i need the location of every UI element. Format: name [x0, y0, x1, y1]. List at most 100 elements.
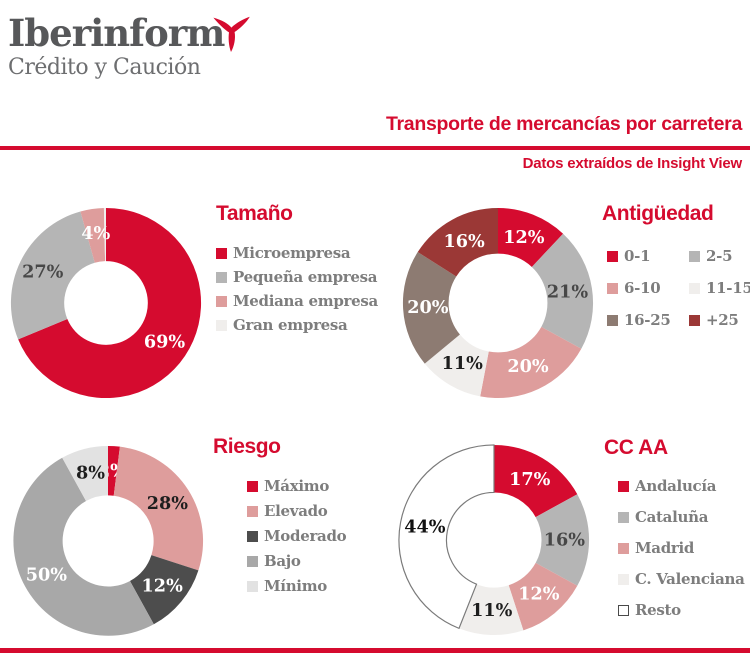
brand-subname: Crédito y Caución	[8, 54, 201, 80]
cc-aa-slice-andalucia	[494, 444, 578, 518]
tamano-slice-microempresa	[18, 207, 202, 399]
riesgo-slice-bajo	[13, 457, 154, 636]
riesgo-legend-item-bajo: Bajo	[247, 552, 346, 570]
riesgo-value-label-elevado: 28%	[147, 493, 189, 514]
resto-swatch	[618, 604, 629, 616]
25-legend-label: +25	[706, 311, 739, 329]
ccaa-legend: Andalucía Cataluña Madrid C. Valenciana Rest…	[618, 477, 745, 632]
tamano-legend-item-gran-empresa: Gran empresa	[216, 316, 378, 334]
madrid-legend-label: Madrid	[635, 539, 695, 557]
c-valenciana-legend-label: C. Valenciana	[635, 570, 745, 588]
cc-aa-legend-item-andalucia: Andalucía	[618, 477, 745, 495]
0-1-legend-label: 0-1	[624, 247, 651, 265]
antiguedad-slice-16-25	[402, 252, 460, 364]
riesgo-donut-chart: 2% 28% 12% 50% 8%	[10, 443, 206, 639]
page-subtitle: Datos extraídos de Insight View	[522, 155, 743, 172]
c-valenciana-swatch	[618, 573, 629, 585]
antiguedad-legend: 0-1 2-5 6-10 11-15 16-25 +25	[607, 247, 750, 329]
tamano-slice-gran-empresa	[103, 207, 106, 262]
cc-aa-legend-item-c-valenciana: C. Valenciana	[618, 570, 745, 588]
tamano-slice-mediana-empresa	[80, 207, 106, 263]
riesgo-slice-elevado	[113, 446, 204, 571]
cataluna-swatch	[618, 511, 629, 523]
antiguedad-legend-item-16-25: 16-25	[607, 311, 673, 329]
tamano-value-label-pequena-empresa: 27%	[22, 262, 64, 283]
16-25-swatch	[607, 314, 618, 326]
6-10-legend-label: 6-10	[624, 279, 661, 297]
gran-empresa-legend-label: Gran empresa	[233, 316, 348, 334]
riesgo-slice-moderado	[129, 555, 199, 625]
antiguedad-slice-11-15	[424, 334, 489, 397]
2-5-swatch	[689, 250, 700, 262]
tamano-donut-chart: 69% 27% 4%	[8, 205, 204, 401]
riesgo-value-label-moderado: 12%	[142, 575, 184, 596]
riesgo-legend-item-moderado: Moderado	[247, 527, 347, 545]
three-point-star-icon	[213, 16, 250, 52]
maximo-legend-label: Máximo	[264, 477, 330, 495]
cc-aa-value-label-andalucia: 17%	[509, 469, 551, 490]
antiguedad-legend-item-11-15: 11-15	[689, 279, 750, 297]
riesgo-legend-item-minimo: Mínimo	[247, 577, 346, 595]
6-10-swatch	[607, 282, 618, 294]
chart-title-antiguedad: Antigüedad	[602, 202, 714, 225]
antiguedad-legend-item-0-1: 0-1	[607, 247, 673, 265]
cc-aa-legend-item-madrid: Madrid	[618, 539, 745, 557]
25-swatch	[689, 314, 700, 326]
mediana-empresa-legend-label: Mediana empresa	[233, 292, 378, 310]
antiguedad-value-label-16-25: 20%	[407, 297, 449, 318]
footer-divider	[0, 648, 750, 653]
antiguedad-slice-0-1	[498, 207, 564, 267]
chart-title-ccaa: CC AA	[604, 436, 668, 459]
cc-aa-value-label-madrid: 12%	[518, 584, 560, 605]
cc-aa-slice-resto	[398, 444, 495, 630]
minimo-legend-label: Mínimo	[264, 577, 327, 595]
tamano-value-label-mediana-empresa: 4%	[81, 223, 110, 244]
16-25-legend-label: 16-25	[624, 311, 671, 329]
0-1-swatch	[607, 250, 618, 262]
tamano-legend-item-pequena-empresa: Pequeña empresa	[216, 268, 378, 286]
chart-title-riesgo: Riesgo	[213, 435, 281, 458]
elevado-legend-label: Elevado	[264, 502, 328, 520]
tamano-value-label-microempresa: 69%	[144, 332, 186, 353]
ccaa-donut-chart: 17% 16% 12% 11% 44%	[396, 442, 592, 638]
madrid-swatch	[618, 542, 629, 554]
microempresa-legend-label: Microempresa	[233, 244, 351, 262]
tamano-legend: Microempresa Pequeña empresa Mediana empre…	[216, 244, 378, 340]
bajo-legend-label: Bajo	[264, 552, 301, 570]
tamano-legend-item-microempresa: Microempresa	[216, 244, 378, 262]
minimo-swatch	[247, 580, 258, 592]
antiguedad-value-label-6-10: 20%	[507, 356, 549, 377]
bajo-swatch	[247, 555, 258, 567]
tamano-slice-pequena-empresa	[10, 211, 95, 340]
andalucia-swatch	[618, 480, 629, 492]
cc-aa-value-label-c-valenciana: 11%	[471, 600, 513, 621]
cc-aa-legend-item-cataluna: Cataluña	[618, 508, 745, 526]
cc-aa-value-label-resto: 44%	[404, 516, 446, 537]
maximo-swatch	[247, 480, 258, 492]
elevado-swatch	[247, 505, 258, 517]
microempresa-swatch	[216, 247, 227, 259]
antiguedad-slice-25	[417, 207, 498, 277]
antiguedad-legend-item-2-5: 2-5	[689, 247, 750, 265]
antiguedad-legend-item-6-10: 6-10	[607, 279, 673, 297]
antiguedad-value-label-11-15: 11%	[442, 353, 484, 374]
2-5-legend-label: 2-5	[706, 247, 733, 265]
cc-aa-value-label-cataluna: 16%	[544, 530, 586, 551]
riesgo-legend: Máximo Elevado Moderado Bajo Mínimo	[247, 477, 347, 602]
resto-legend-label: Resto	[635, 601, 681, 619]
andalucia-legend-label: Andalucía	[635, 477, 717, 495]
riesgo-legend-item-maximo: Máximo	[247, 477, 346, 495]
gran-empresa-swatch	[216, 319, 227, 331]
cc-aa-slice-c-valenciana	[459, 584, 524, 636]
antiguedad-slice-6-10	[480, 326, 582, 399]
brand-wordmark: Iberinform	[8, 11, 225, 55]
pequena-empresa-legend-label: Pequeña empresa	[233, 268, 378, 286]
brand-logo: Iberinform Crédito y Caución	[8, 11, 225, 80]
moderado-swatch	[247, 530, 258, 542]
riesgo-legend-item-elevado: Elevado	[247, 502, 346, 520]
antiguedad-legend-item-25: +25	[689, 311, 750, 329]
tamano-legend-item-mediana-empresa: Mediana empresa	[216, 292, 378, 310]
page-title: Transporte de mercancías por carretera	[385, 113, 742, 135]
chart-title-tamano: Tamaño	[216, 202, 293, 225]
